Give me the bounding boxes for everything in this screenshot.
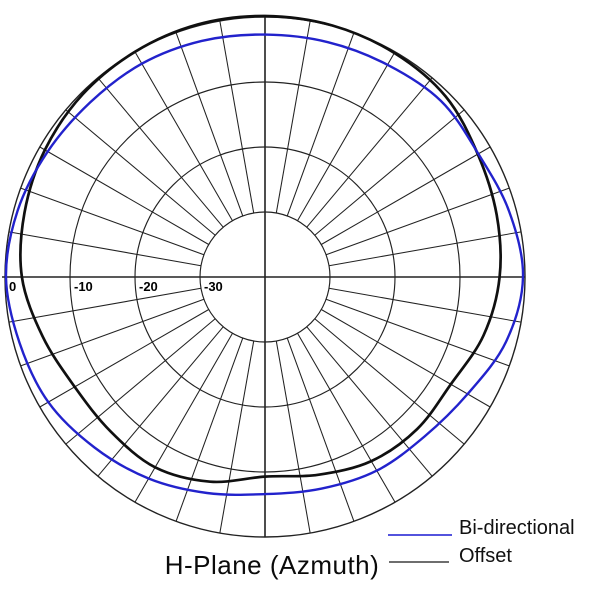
polar-grid-spoke [39,146,209,245]
polar-grid-spoke [8,231,202,267]
polar-grid-spoke [134,333,233,503]
polar-grid-spoke [65,109,216,236]
polar-grid-spoke [275,340,311,534]
polar-grid-spoke [328,287,522,323]
polar-grid-spoke [328,231,522,267]
polar-grid-spoke [314,109,465,236]
polar-grid-spoke [325,298,510,367]
trace-offset [19,14,502,484]
polar-grid-spoke [219,340,255,534]
polar-grid-spoke [8,287,202,323]
polar-grid-spoke [39,309,209,408]
polar-grid-spoke [97,326,224,477]
radial-axis-tick-label: -10 [74,279,93,294]
legend-line-bidirectional-icon [388,534,452,536]
polar-grid-spoke [20,187,205,256]
legend-line-offset-icon [389,561,449,563]
polar-grid-spoke [65,318,216,445]
polar-grid-spoke [321,146,491,245]
polar-grid-spoke [306,326,433,477]
polar-grid-spoke [325,187,510,256]
polar-grid-spoke [97,77,224,228]
polar-grid-spoke [275,20,311,214]
chart-title: H-Plane (Azmuth) [164,550,380,580]
polar-grid-spoke [321,309,491,408]
polar-grid-spoke [297,51,396,221]
legend-label-offset: Offset [459,545,512,567]
radial-axis-tick-label: -20 [139,279,158,294]
polar-grid-spoke [306,77,433,228]
polar-grid-spoke [20,298,205,367]
polar-grid-spoke [286,32,355,217]
polar-grid-spoke [219,20,255,214]
trace-bi-directional [4,33,525,496]
legend-label-bidirectional: Bi-directional [459,517,575,539]
radial-axis-tick-label: 0 [9,279,16,294]
polar-grid-spoke [297,333,396,503]
radial-axis-tick-label: -30 [204,279,223,294]
polar-grid-spoke [286,337,355,522]
polar-grid-spoke [175,32,244,217]
polar-grid-spoke [134,51,233,221]
